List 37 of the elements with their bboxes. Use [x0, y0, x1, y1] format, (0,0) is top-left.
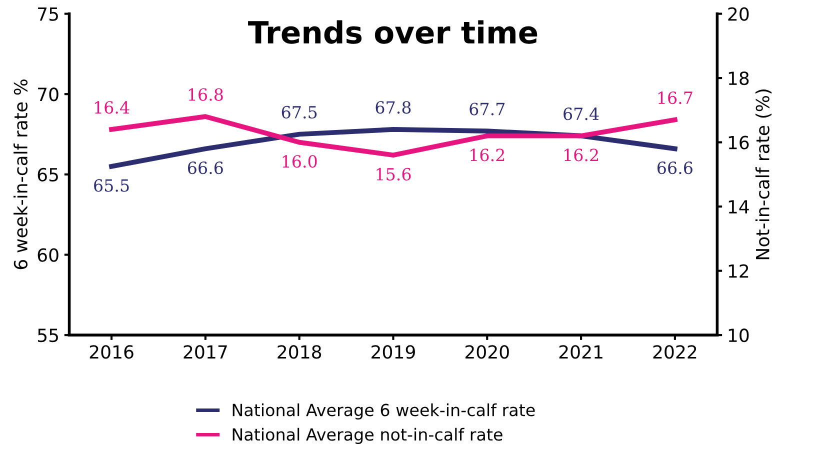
data-label: 67.4 [564, 108, 599, 120]
y2-tick-label: 10 [728, 328, 749, 342]
y2-tick-label: 14 [728, 200, 749, 214]
x-tick-label: 2016 [90, 345, 134, 359]
data-label: 16.4 [95, 101, 130, 114]
data-label: 15.6 [376, 168, 411, 181]
x-tick-label: 2021 [559, 345, 602, 359]
legend-label: National Average 6 week-in-calf rate [232, 403, 535, 420]
x-tick-label: 2020 [465, 345, 509, 359]
y-tick-label: 60 [38, 248, 58, 262]
y2-axis-title: Not-in-calf rate (%) [755, 90, 772, 260]
y2-tick-label: 12 [728, 264, 748, 278]
data-label: 67.5 [282, 106, 317, 119]
data-label: 66.6 [188, 162, 223, 174]
data-label: 67.8 [376, 101, 411, 114]
y-tick-label: 75 [38, 7, 58, 21]
data-label: 16.7 [658, 91, 692, 104]
data-label: 16.0 [282, 155, 317, 168]
chart-title: Trends over time [248, 20, 538, 44]
x-tick-label: 2017 [184, 345, 227, 359]
data-label: 66.6 [658, 162, 692, 174]
y-axis-title: 6 week-in-calf rate % [14, 80, 28, 270]
x-tick-label: 2019 [372, 345, 415, 359]
data-label: 16.2 [564, 148, 598, 162]
y2-tick-label: 16 [728, 136, 749, 150]
y-tick-label: 65 [38, 168, 58, 182]
data-label: 16.8 [188, 88, 223, 101]
data-label: 67.7 [470, 102, 504, 116]
x-tick-label: 2018 [278, 345, 322, 359]
y2-tick-label: 20 [728, 7, 749, 21]
y-tick-label: 70 [38, 88, 58, 102]
y2-tick-label: 18 [728, 71, 749, 86]
y-tick-label: 55 [38, 328, 58, 342]
x-tick-label: 2022 [653, 345, 696, 359]
legend-label: National Average not-in-calf rate [232, 428, 502, 444]
data-label: 16.2 [470, 148, 504, 162]
data-label: 65.5 [94, 179, 129, 192]
